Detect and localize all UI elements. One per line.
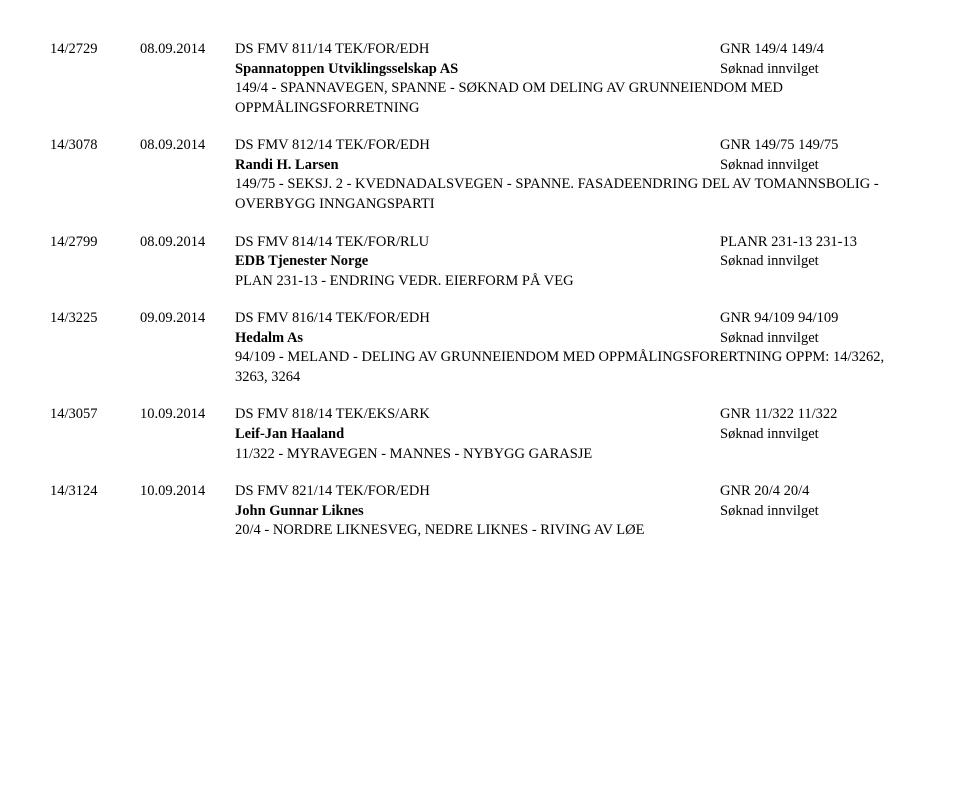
entry-header-row: 14/279908.09.2014DS FMV 814/14 TEK/FOR/R… [50, 233, 910, 253]
application-status: Søknad innvilget [720, 60, 910, 80]
entry-party-row: Hedalm AsSøknad innvilget [50, 329, 910, 349]
case-description: 11/322 - MYRAVEGEN - MANNES - NYBYGG GAR… [50, 445, 910, 465]
case-description: PLAN 231-13 - ENDRING VEDR. EIERFORM PÅ … [50, 272, 910, 292]
case-number: 14/2799 [50, 233, 140, 253]
application-status: Søknad innvilget [720, 502, 910, 522]
application-status: Søknad innvilget [720, 156, 910, 176]
reference-number: GNR 20/4 20/4 [720, 482, 910, 502]
application-status: Søknad innvilget [720, 329, 910, 349]
entry-party-row: Spannatoppen Utviklingsselskap ASSøknad … [50, 60, 910, 80]
case-date: 08.09.2014 [140, 40, 235, 60]
case-description: 149/4 - SPANNAVEGEN, SPANNE - SØKNAD OM … [50, 79, 910, 118]
reference-number: GNR 149/4 149/4 [720, 40, 910, 60]
case-description: 20/4 - NORDRE LIKNESVEG, NEDRE LIKNES - … [50, 521, 910, 541]
case-entry: 14/312410.09.2014DS FMV 821/14 TEK/FOR/E… [50, 482, 910, 541]
reference-number: GNR 149/75 149/75 [720, 136, 910, 156]
case-entry: 14/322509.09.2014DS FMV 816/14 TEK/FOR/E… [50, 309, 910, 387]
entry-header-row: 14/272908.09.2014DS FMV 811/14 TEK/FOR/E… [50, 40, 910, 60]
case-date: 08.09.2014 [140, 136, 235, 156]
reference-number: GNR 94/109 94/109 [720, 309, 910, 329]
case-date: 08.09.2014 [140, 233, 235, 253]
entry-header-row: 14/307808.09.2014DS FMV 812/14 TEK/FOR/E… [50, 136, 910, 156]
document-id: DS FMV 818/14 TEK/EKS/ARK [235, 405, 720, 425]
application-status: Søknad innvilget [720, 252, 910, 272]
case-number: 14/3078 [50, 136, 140, 156]
party-name: EDB Tjenester Norge [235, 252, 720, 272]
document-id: DS FMV 821/14 TEK/FOR/EDH [235, 482, 720, 502]
case-date: 09.09.2014 [140, 309, 235, 329]
document-list: 14/272908.09.2014DS FMV 811/14 TEK/FOR/E… [50, 40, 910, 541]
case-number: 14/3124 [50, 482, 140, 502]
reference-number: GNR 11/322 11/322 [720, 405, 910, 425]
case-entry: 14/272908.09.2014DS FMV 811/14 TEK/FOR/E… [50, 40, 910, 118]
party-name: Hedalm As [235, 329, 720, 349]
case-entry: 14/305710.09.2014DS FMV 818/14 TEK/EKS/A… [50, 405, 910, 464]
party-name: John Gunnar Liknes [235, 502, 720, 522]
case-date: 10.09.2014 [140, 405, 235, 425]
case-description: 149/75 - SEKSJ. 2 - KVEDNADALSVEGEN - SP… [50, 175, 910, 214]
entry-party-row: EDB Tjenester NorgeSøknad innvilget [50, 252, 910, 272]
entry-header-row: 14/312410.09.2014DS FMV 821/14 TEK/FOR/E… [50, 482, 910, 502]
case-number: 14/2729 [50, 40, 140, 60]
entry-header-row: 14/305710.09.2014DS FMV 818/14 TEK/EKS/A… [50, 405, 910, 425]
case-number: 14/3057 [50, 405, 140, 425]
document-id: DS FMV 814/14 TEK/FOR/RLU [235, 233, 720, 253]
reference-number: PLANR 231-13 231-13 [720, 233, 910, 253]
case-description: 94/109 - MELAND - DELING AV GRUNNEIENDOM… [50, 348, 910, 387]
party-name: Randi H. Larsen [235, 156, 720, 176]
case-entry: 14/307808.09.2014DS FMV 812/14 TEK/FOR/E… [50, 136, 910, 214]
case-number: 14/3225 [50, 309, 140, 329]
case-entry: 14/279908.09.2014DS FMV 814/14 TEK/FOR/R… [50, 233, 910, 292]
document-id: DS FMV 811/14 TEK/FOR/EDH [235, 40, 720, 60]
entry-party-row: Randi H. LarsenSøknad innvilget [50, 156, 910, 176]
party-name: Leif-Jan Haaland [235, 425, 720, 445]
document-id: DS FMV 812/14 TEK/FOR/EDH [235, 136, 720, 156]
party-name: Spannatoppen Utviklingsselskap AS [235, 60, 720, 80]
entry-header-row: 14/322509.09.2014DS FMV 816/14 TEK/FOR/E… [50, 309, 910, 329]
application-status: Søknad innvilget [720, 425, 910, 445]
entry-party-row: John Gunnar LiknesSøknad innvilget [50, 502, 910, 522]
entry-party-row: Leif-Jan HaalandSøknad innvilget [50, 425, 910, 445]
document-id: DS FMV 816/14 TEK/FOR/EDH [235, 309, 720, 329]
case-date: 10.09.2014 [140, 482, 235, 502]
